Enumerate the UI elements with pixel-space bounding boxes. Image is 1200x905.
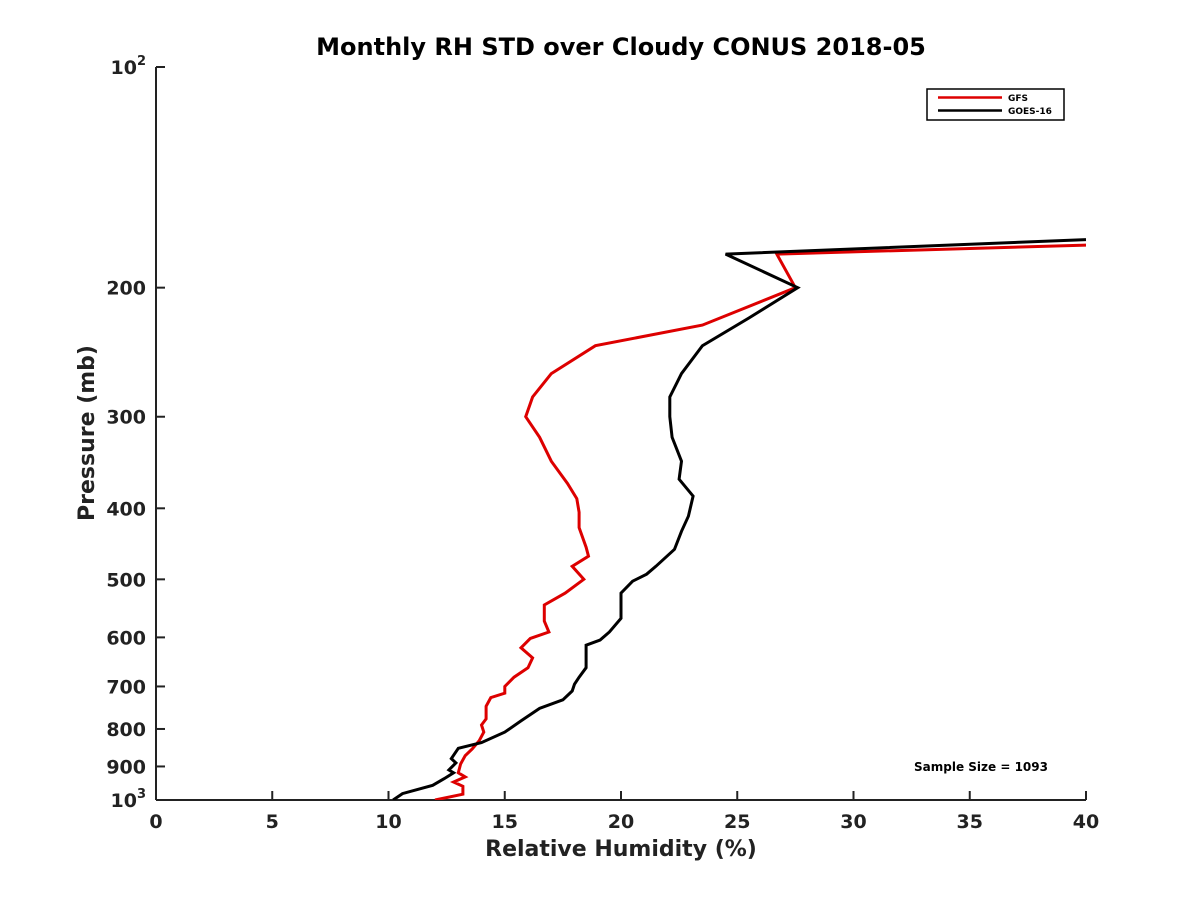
legend-label-gfs: GFS xyxy=(1008,94,1028,104)
x-tick-label: 10 xyxy=(375,811,401,833)
y-tick-label: 300 xyxy=(106,407,146,429)
x-tick-label: 0 xyxy=(149,811,162,833)
series-layer xyxy=(392,238,1086,800)
legend-box xyxy=(926,88,1065,121)
x-tick-label: 40 xyxy=(1073,811,1099,833)
legend: GFS GOES-16 xyxy=(926,88,1065,121)
axes xyxy=(155,67,1086,801)
y-tick-label: 200 xyxy=(106,278,146,300)
y-tick-label: 500 xyxy=(106,569,146,591)
x-tick-label: 5 xyxy=(266,811,279,833)
y-tick-label: 700 xyxy=(106,676,146,698)
ticks: 0 5 10 15 20 25 30 35 40 102 200 300 400 500 600 700 800… xyxy=(106,54,1099,833)
series-line-gfs xyxy=(434,243,1086,800)
y-tick-label: 400 xyxy=(106,498,146,520)
legend-label-goes16: GOES-16 xyxy=(1008,107,1052,117)
x-axis-label: Relative Humidity (%) xyxy=(485,837,757,862)
y-tick-label: 800 xyxy=(106,719,146,741)
y-axis-label: Pressure (mb) xyxy=(75,345,100,521)
y-tick-label: 102 xyxy=(111,54,147,79)
y-tick-label: 103 xyxy=(111,787,147,812)
x-tick-label: 20 xyxy=(608,811,634,833)
x-tick-label: 25 xyxy=(724,811,750,833)
sample-size-annotation: Sample Size = 1093 xyxy=(914,760,1048,774)
series-line-goes16 xyxy=(392,238,1086,800)
x-tick-label: 15 xyxy=(492,811,518,833)
x-tick-label: 30 xyxy=(840,811,866,833)
y-tick-label: 900 xyxy=(106,756,146,778)
chart-title: Monthly RH STD over Cloudy CONUS 2018-05 xyxy=(316,33,926,61)
y-tick-label: 600 xyxy=(106,627,146,649)
x-tick-label: 35 xyxy=(957,811,983,833)
